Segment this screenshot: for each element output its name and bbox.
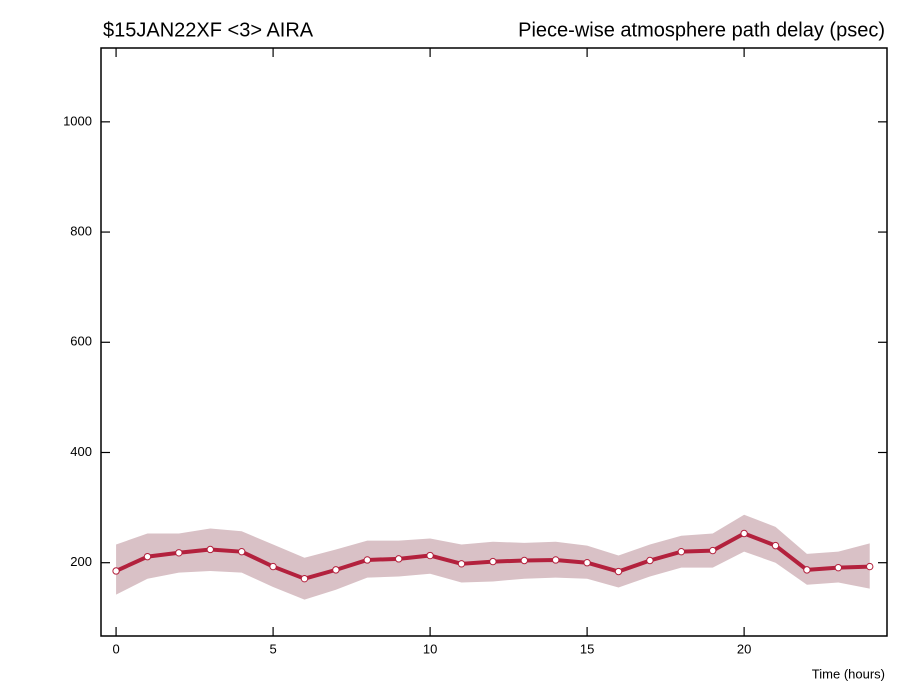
y-tick-label: 400: [70, 444, 92, 459]
point: [394, 555, 403, 563]
point: [237, 547, 246, 556]
point: [426, 551, 434, 560]
x-tick-label: 0: [112, 641, 119, 656]
point: [206, 545, 214, 554]
point: [363, 556, 371, 564]
y-tick-label: 600: [70, 334, 92, 349]
point: [269, 562, 277, 571]
point: [866, 562, 874, 571]
x-tick-label: 20: [737, 641, 751, 656]
y-tick-label: 800: [70, 223, 92, 238]
point: [583, 559, 591, 567]
point: [520, 556, 529, 565]
point: [834, 563, 843, 572]
chart-title: $15JAN22XF <3> AIRA: [103, 19, 314, 41]
x-tick-label: 10: [423, 641, 437, 656]
point: [709, 546, 717, 555]
y-tick-label: 200: [70, 554, 92, 569]
point: [457, 560, 466, 568]
point: [175, 549, 183, 557]
x-tick-label: 5: [269, 641, 276, 656]
x-axis-label: Time (hours): [812, 666, 885, 681]
x-tick-label: 15: [580, 641, 594, 656]
point: [552, 556, 560, 564]
chart-subtitle: Piece-wise atmosphere path delay (psec): [518, 19, 885, 41]
point: [143, 552, 152, 561]
point: [112, 567, 120, 575]
point: [740, 529, 748, 538]
point: [332, 566, 340, 574]
point: [300, 574, 309, 583]
point: [771, 541, 780, 550]
y-tick-label: 1000: [63, 113, 92, 128]
point: [646, 556, 654, 565]
point: [803, 566, 811, 574]
point: [489, 557, 497, 566]
point: [614, 567, 623, 576]
point: [677, 547, 686, 556]
